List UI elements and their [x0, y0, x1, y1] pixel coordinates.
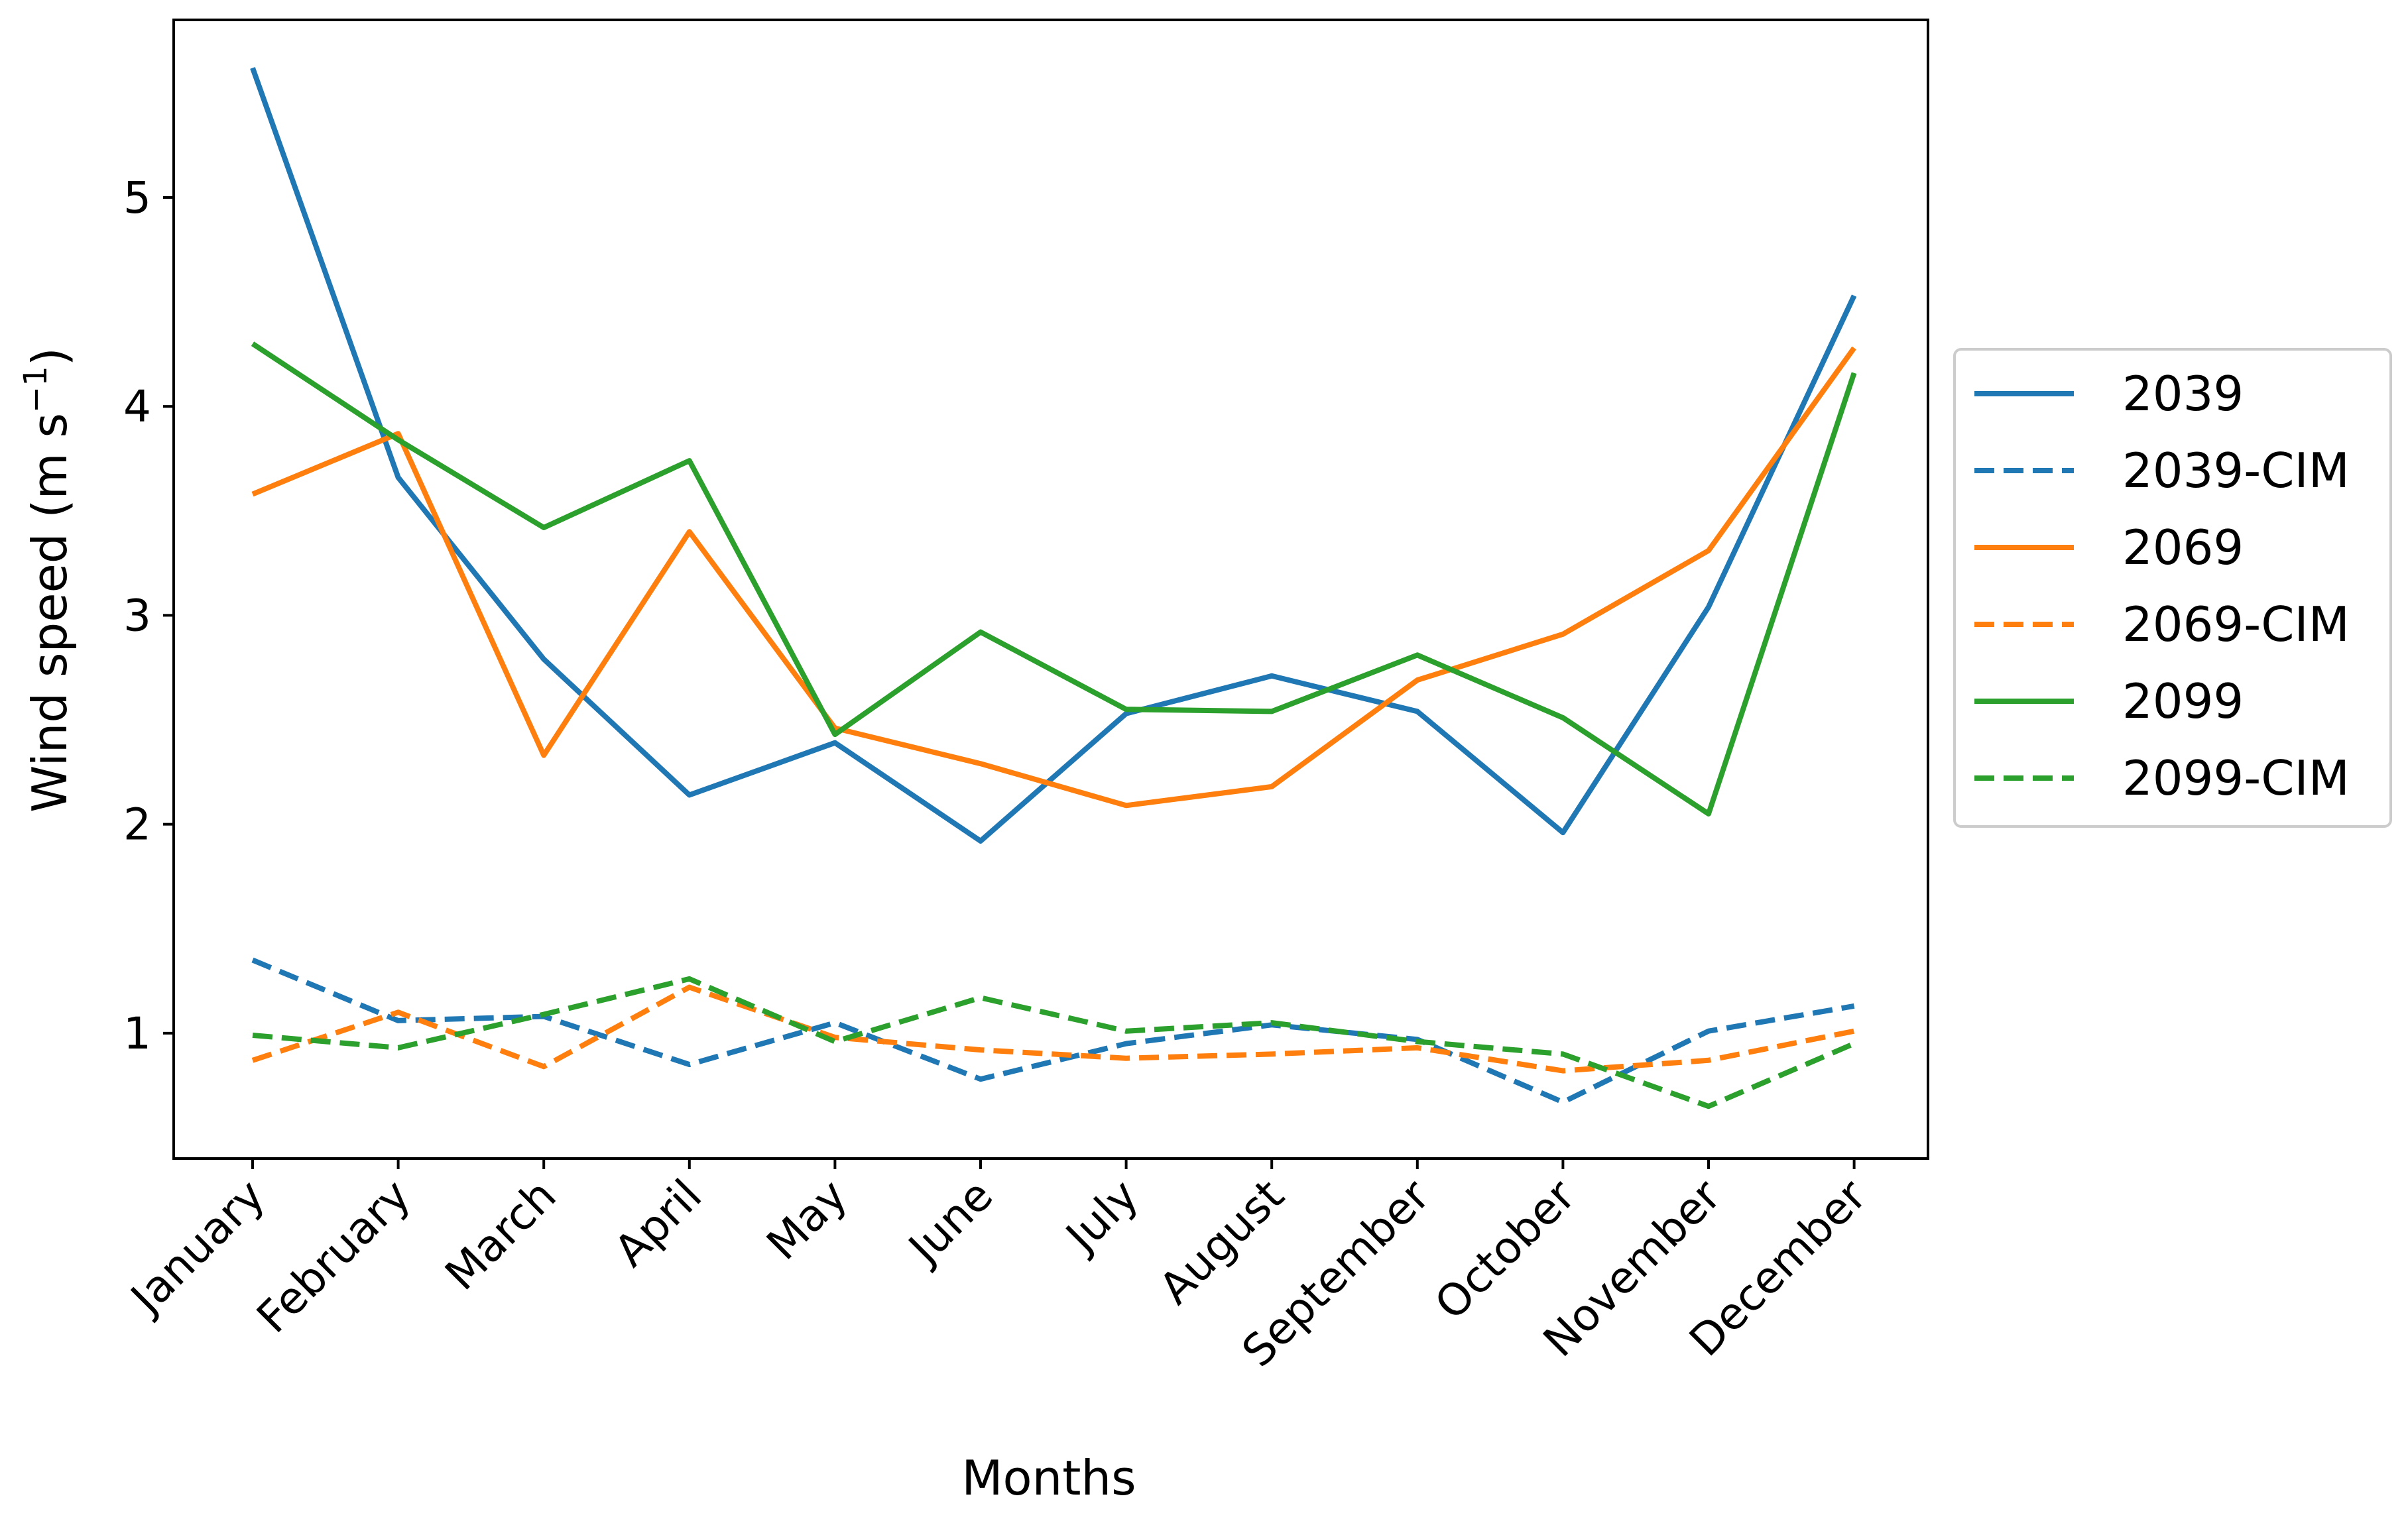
legend-label: 2039-CIM	[2122, 443, 2350, 498]
x-axis-title: Months	[961, 1450, 1136, 1506]
legend-label: 2069-CIM	[2122, 597, 2350, 652]
series-line-2099	[251, 341, 1857, 817]
y-tick-label: 5	[123, 172, 151, 223]
y-tick-label: 3	[123, 590, 151, 641]
y-axis-title-close: )	[22, 347, 78, 366]
series-layer	[250, 67, 1857, 1109]
series-line-2039-CIM	[251, 957, 1855, 1105]
legend-label: 2099	[2122, 673, 2244, 729]
series-line-2069	[251, 346, 1856, 809]
legend-label: 2099-CIM	[2122, 750, 2350, 806]
series-line-2099-CIM	[252, 976, 1856, 1109]
y-tick-label: 1	[123, 1008, 151, 1059]
plot-frame	[172, 19, 1929, 1160]
y-axis-title: Wind speed (m s−1)	[17, 347, 78, 813]
y-tick-label: 2	[123, 799, 151, 850]
y-axis-title-text: Wind speed (m s	[22, 413, 78, 813]
legend-label: 2069	[2122, 520, 2244, 575]
y-axis-title-exponent: −1	[17, 366, 54, 413]
series-line-2039	[250, 67, 1857, 844]
series-line-2069-CIM	[251, 984, 1855, 1074]
legend: 2039 2039-CIM 2069 2069-CIM 2099 2099-CIM	[1953, 348, 2392, 828]
legend-label: 2039	[2122, 366, 2244, 422]
y-tick-label: 4	[123, 381, 151, 432]
